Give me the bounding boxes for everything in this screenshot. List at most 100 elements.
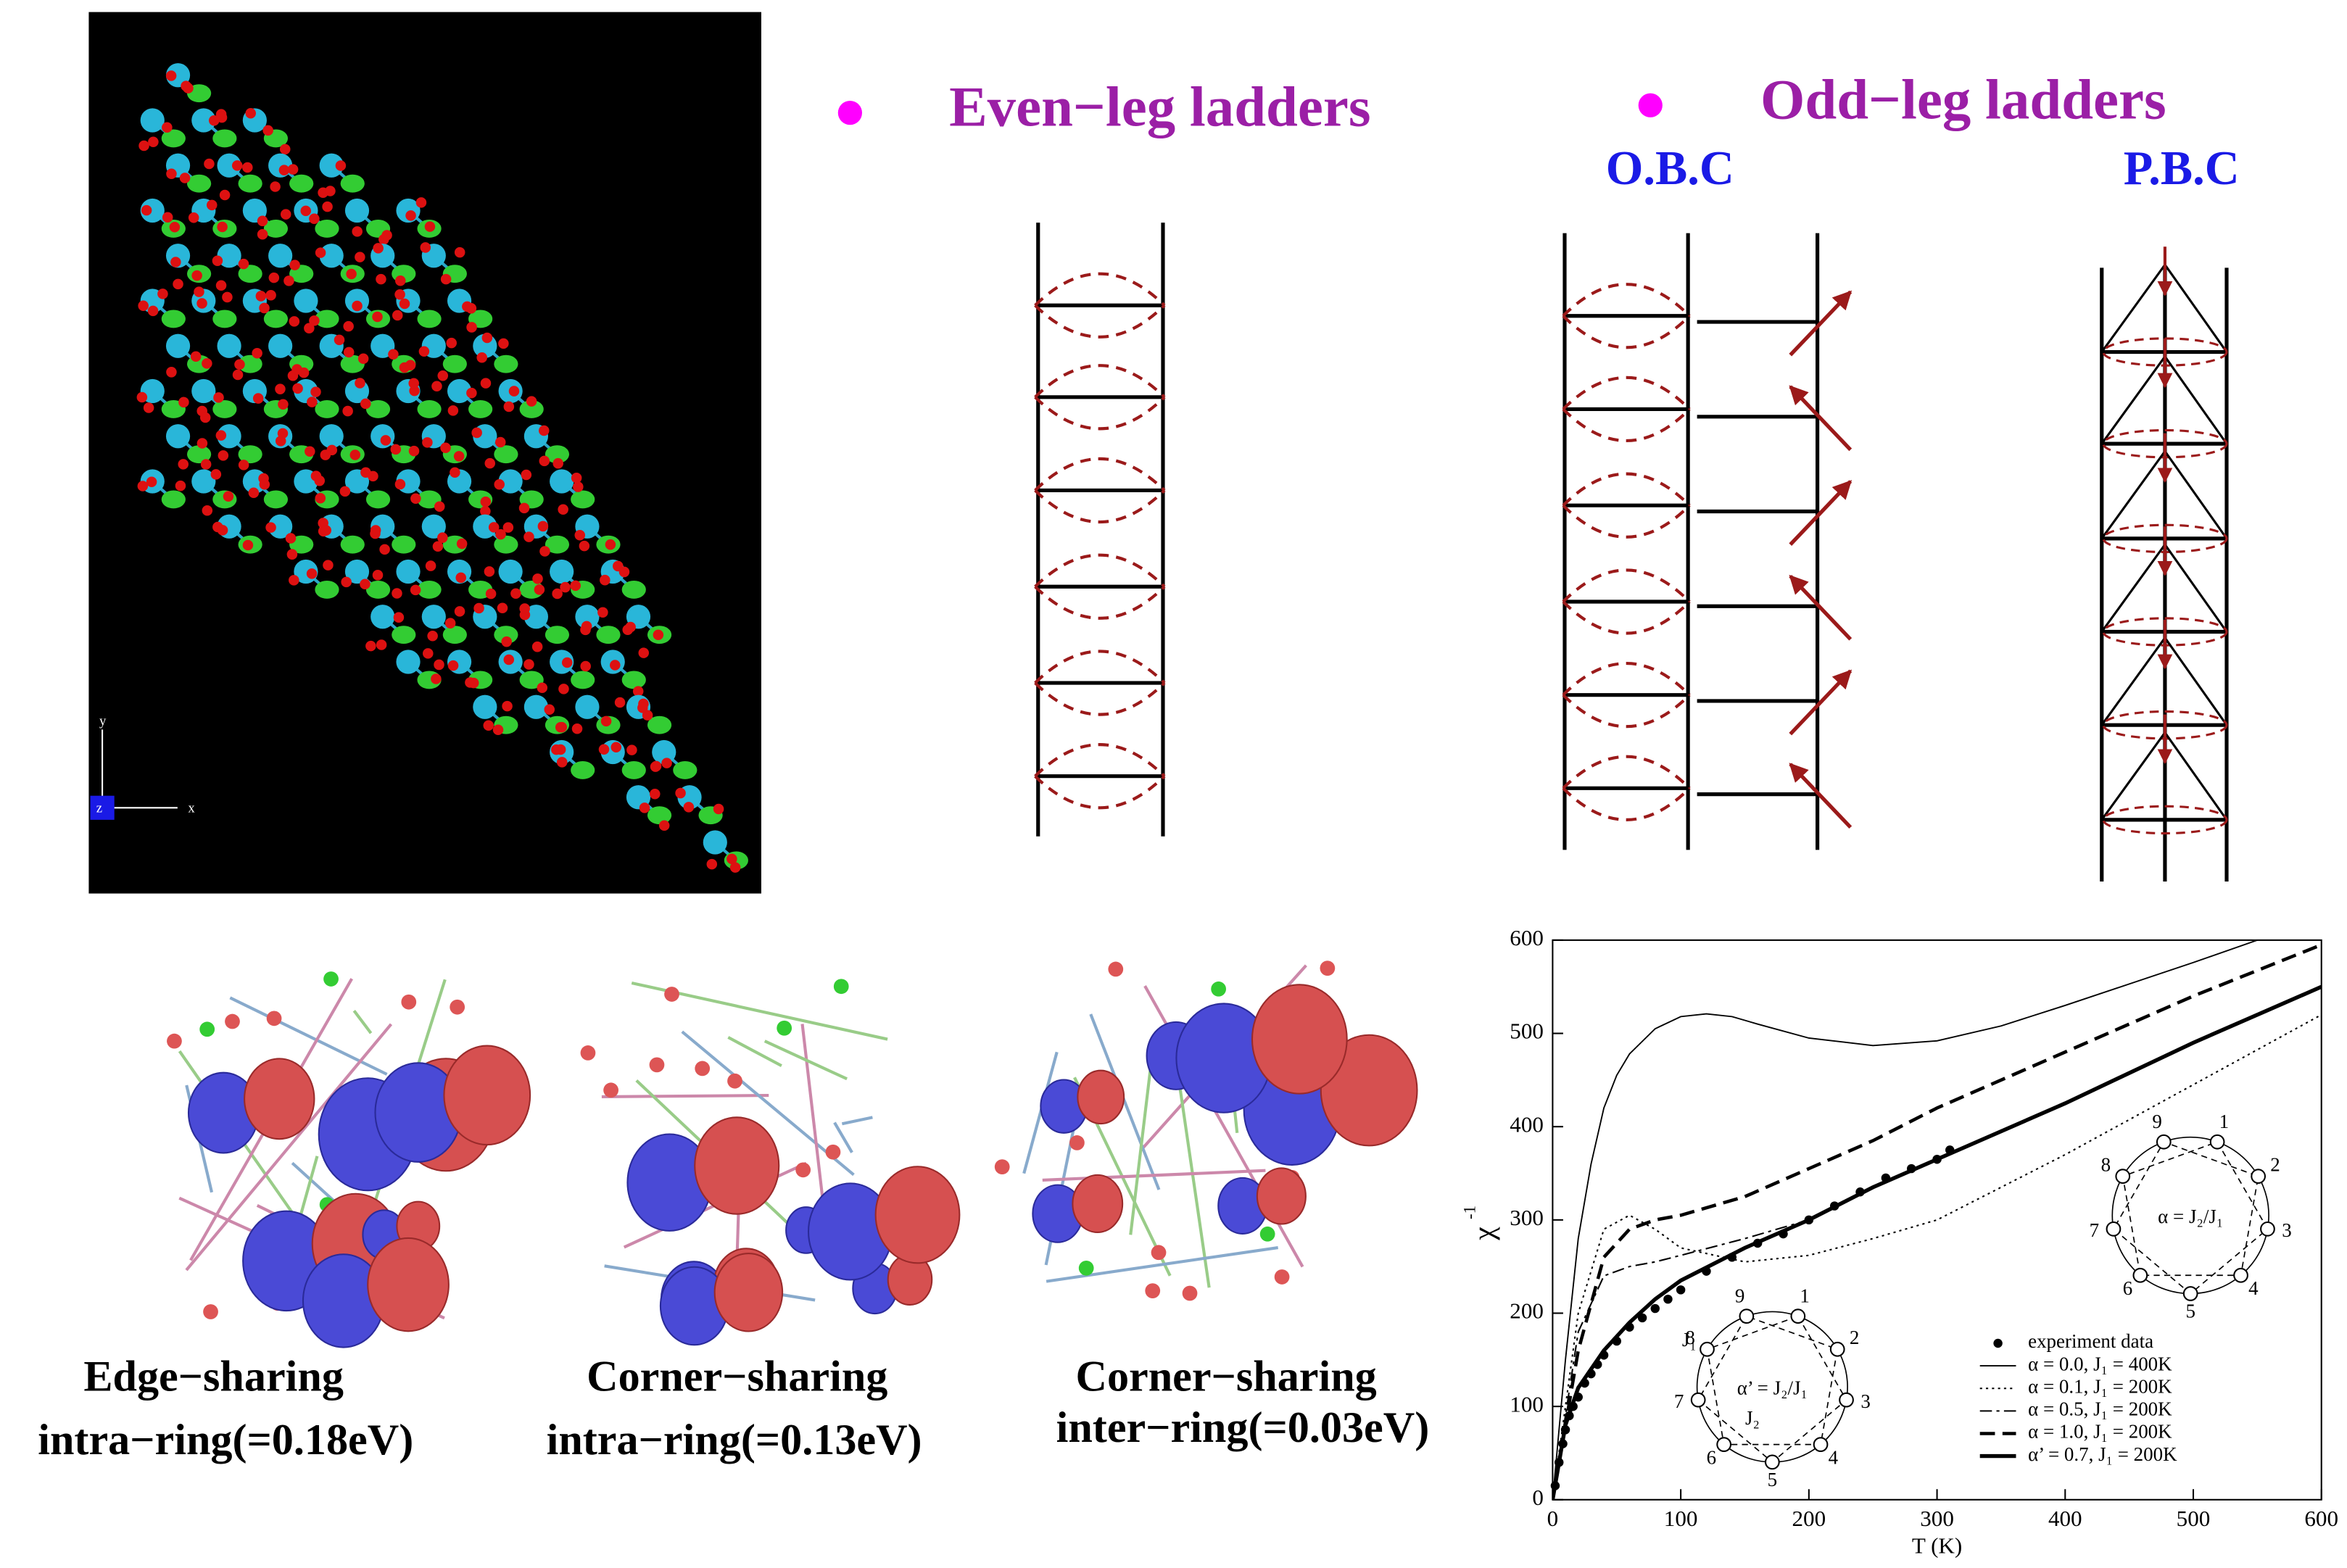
atom-o <box>376 639 387 650</box>
atom-o <box>390 444 402 455</box>
atom-o <box>231 160 243 171</box>
y-axis-label: χ <box>1467 1227 1500 1241</box>
x-tick-label: 100 <box>1664 1506 1698 1531</box>
atom-o <box>306 568 318 579</box>
atom-o <box>339 486 351 497</box>
atom-o <box>381 230 392 241</box>
atom-o <box>544 704 555 715</box>
node-label: 5 <box>1768 1469 1777 1490</box>
atom-ca <box>473 514 497 539</box>
ring-node <box>1739 1308 1755 1324</box>
atom-o <box>285 533 297 544</box>
atom-o <box>279 144 291 155</box>
singlet-arc <box>1034 743 1166 778</box>
atom-o <box>468 677 479 689</box>
atom-si <box>289 174 314 193</box>
atom-o <box>574 530 586 541</box>
atom-o <box>539 546 550 557</box>
atom-o <box>232 369 244 381</box>
atom-o <box>494 479 505 490</box>
atom-o <box>179 173 191 183</box>
atom-o <box>454 606 465 617</box>
atom-o <box>642 710 653 721</box>
legend-label: α = 0.1, J₁ = 200K <box>2028 1375 2172 1397</box>
atom-o <box>432 541 444 552</box>
atom-o <box>162 212 173 223</box>
atom-o <box>376 273 386 285</box>
x-tick-label: 300 <box>1920 1506 1954 1531</box>
atom-o <box>431 381 442 391</box>
atom <box>1151 1245 1167 1261</box>
x-tick-label: 500 <box>2177 1506 2211 1531</box>
atom-o <box>143 402 154 413</box>
atom-o <box>488 522 500 533</box>
atom-o <box>343 347 355 358</box>
atom-o <box>610 660 621 671</box>
atom <box>1274 1269 1290 1285</box>
atom-si <box>571 671 595 689</box>
atom-ca <box>140 108 165 133</box>
spin <box>1789 669 1853 736</box>
atom-o <box>206 199 218 211</box>
atom-o <box>372 311 383 323</box>
atom-o <box>581 621 592 632</box>
atom-o <box>485 588 497 600</box>
atom-o <box>434 659 444 671</box>
atom-o <box>218 450 229 461</box>
atom-o <box>379 544 390 555</box>
atom-o <box>283 275 294 286</box>
atom-o <box>342 405 353 417</box>
atom-o <box>418 346 430 357</box>
atom <box>1078 1260 1094 1276</box>
atom-o <box>270 181 281 192</box>
atom-o <box>658 820 670 831</box>
ring-node <box>1790 1308 1806 1324</box>
atom-o <box>242 539 254 551</box>
atom-o <box>526 396 537 407</box>
atom-o <box>521 469 532 481</box>
singlet-arc <box>1562 376 1691 410</box>
singlet-arc <box>1034 650 1166 684</box>
atom-o <box>706 858 718 870</box>
atom <box>795 1162 811 1178</box>
atom-o <box>519 603 530 614</box>
y-tick-label: 200 <box>1510 1298 1544 1324</box>
node-label: 1 <box>1800 1285 1809 1307</box>
atom-o <box>217 525 228 536</box>
y-tick-label: 400 <box>1510 1111 1544 1137</box>
atom-o <box>683 802 695 813</box>
atom-o <box>370 528 381 539</box>
atom <box>1211 981 1227 997</box>
atom-o <box>242 162 253 173</box>
atom-o <box>618 566 630 578</box>
y-tick-label: 500 <box>1510 1019 1544 1044</box>
axis-label: y <box>99 713 107 729</box>
atom-o <box>465 303 477 314</box>
atom-o <box>175 480 186 491</box>
atom-o <box>173 278 183 290</box>
atom <box>1108 961 1124 977</box>
atom-o <box>322 201 333 212</box>
atom-o <box>352 300 363 312</box>
atom-ca <box>319 244 344 268</box>
atom-o <box>222 291 233 303</box>
atom-o <box>305 446 315 457</box>
stick <box>727 1036 782 1068</box>
atom-si <box>494 445 518 464</box>
atom-si <box>161 310 186 328</box>
atom-ca <box>473 694 497 719</box>
atom-si <box>442 626 467 644</box>
atom-o <box>349 449 361 460</box>
atom-o <box>162 122 173 133</box>
atom-si <box>621 580 646 599</box>
singlet-arc <box>1562 315 1691 349</box>
atom-o <box>196 298 207 309</box>
atom-si <box>647 806 672 825</box>
atom-o <box>531 641 543 652</box>
atom-o <box>202 358 212 369</box>
singlet-arc <box>1034 272 1166 307</box>
atom-o <box>368 470 378 482</box>
node-label: 2 <box>2270 1153 2280 1175</box>
y-tick-label: 600 <box>1510 925 1544 950</box>
orbital-caption: inter−ring(=0.03eV) <box>1056 1403 1430 1452</box>
